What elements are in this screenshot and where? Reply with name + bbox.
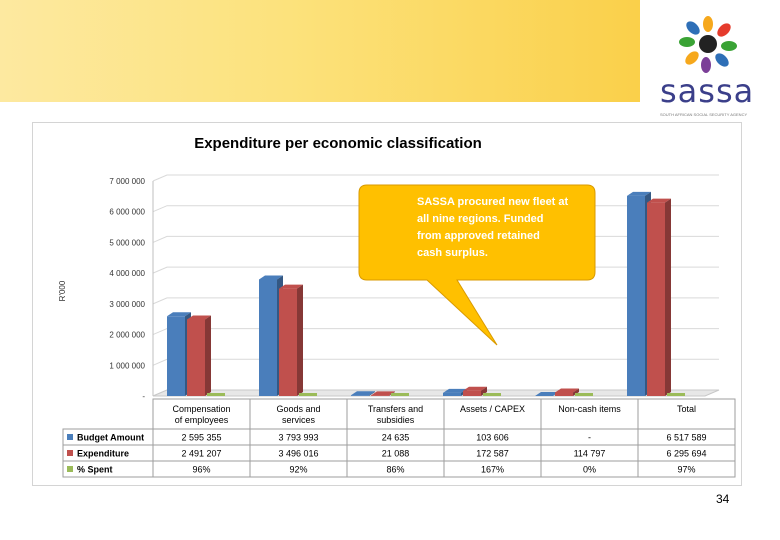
chart-title: Expenditure per economic classification <box>194 135 482 152</box>
callout-bubble <box>358 184 596 346</box>
bar-expenditure-top <box>463 386 487 391</box>
table-cell-value: 103 606 <box>476 433 509 443</box>
legend-swatch <box>67 466 73 472</box>
y-tick-label: 3 000 000 <box>109 300 145 309</box>
bar-budget <box>167 316 185 396</box>
table-cell-value: 3 496 016 <box>278 449 318 459</box>
y-tick-label: - <box>142 392 145 401</box>
y-tick-label: 1 000 000 <box>109 361 145 370</box>
bar-budget-side <box>369 391 375 396</box>
bar-budget-top <box>351 391 375 396</box>
x-category-label: services <box>282 415 316 425</box>
bar-budget <box>259 279 277 396</box>
header-band <box>0 0 640 102</box>
y-tick-label: 5 000 000 <box>109 238 145 247</box>
table-cell-value: 6 295 694 <box>666 449 706 459</box>
bar-expenditure-side <box>205 315 211 396</box>
legend-swatch <box>67 434 73 440</box>
table-cell-value: 0% <box>583 465 596 475</box>
bar-expenditure-side <box>665 198 671 396</box>
bar-spent <box>575 393 593 396</box>
bar-spent <box>483 393 501 396</box>
table-cell-value: 92% <box>289 465 307 475</box>
bar-spent <box>299 393 317 396</box>
bar-budget <box>443 392 461 396</box>
table-cell-value: 86% <box>386 465 404 475</box>
gridline <box>152 174 719 182</box>
sassa-logo: sassa SOUTH AFRICAN SOCIAL SECURITY AGEN… <box>648 14 768 117</box>
x-category-label: Transfers and <box>368 404 423 414</box>
legend-label: Expenditure <box>77 449 129 459</box>
bar-budget-top <box>167 312 191 317</box>
table-cell-value: 114 797 <box>574 449 606 459</box>
bar-expenditure-side <box>481 386 487 396</box>
bar-expenditure-side <box>573 388 579 396</box>
page-number: 34 <box>716 492 730 506</box>
bar-expenditure <box>463 390 481 396</box>
callout-text: from approved retained <box>417 230 540 242</box>
table-cell-value: 167% <box>481 465 504 475</box>
callout-text: all nine regions. Funded <box>417 213 544 225</box>
gridline <box>152 297 719 305</box>
bar-expenditure <box>279 288 297 396</box>
table-cell-value: 3 793 993 <box>278 433 318 443</box>
bar-budget-top <box>259 275 283 280</box>
hands-logo-icon <box>679 16 737 73</box>
callout-text: cash surplus. <box>417 247 488 259</box>
bar-budget-top <box>443 388 467 393</box>
bar-expenditure <box>647 202 665 396</box>
bar-expenditure-top <box>371 391 395 396</box>
table-cell-value: 24 635 <box>382 433 410 443</box>
y-tick-label: 4 000 000 <box>109 269 145 278</box>
table-cell-value: 2 595 355 <box>181 433 221 443</box>
table-cell-value: 96% <box>192 465 210 475</box>
y-tick-label: 2 000 000 <box>109 331 145 340</box>
bar-budget <box>351 395 369 396</box>
bar-expenditure <box>555 392 573 396</box>
expenditure-chart: Expenditure per economic classification 7… <box>58 135 736 478</box>
bar-expenditure <box>371 395 389 396</box>
bar-expenditure-top <box>187 315 211 320</box>
x-category-label: subsidies <box>377 415 415 425</box>
table-cell-value: 6 517 589 <box>666 433 706 443</box>
table-cell-value: - <box>588 433 591 443</box>
x-category-label: Assets / CAPEX <box>460 404 525 414</box>
y-tick-label: 6 000 000 <box>109 208 145 217</box>
table-cell-value: 21 088 <box>382 449 410 459</box>
x-category-label: Total <box>677 404 696 414</box>
bar-spent <box>207 393 225 396</box>
bar-budget-top <box>627 191 651 196</box>
legend-label: Budget Amount <box>77 433 144 443</box>
bar-expenditure-top <box>279 284 303 289</box>
bar-expenditure-top <box>647 198 671 203</box>
bar-spent <box>391 393 409 396</box>
legend-swatch <box>67 450 73 456</box>
table-cell-value: 172 587 <box>476 449 509 459</box>
callout-text: SASSA procured new fleet at <box>417 196 569 208</box>
y-tick-label: 7 000 000 <box>109 177 145 186</box>
bar-budget-top <box>535 392 559 396</box>
bar-spent <box>667 393 685 396</box>
logo-tagline: SOUTH AFRICAN SOCIAL SECURITY AGENCY <box>660 112 748 117</box>
x-category-label: of employees <box>175 415 229 425</box>
logo-wordmark: sassa <box>660 72 755 110</box>
bar-expenditure <box>187 319 205 396</box>
table-row <box>62 460 736 478</box>
chart-panel: Expenditure per economic classification 7… <box>32 122 742 486</box>
table-cell-value: 97% <box>677 465 695 475</box>
x-category-label: Goods and <box>276 404 320 414</box>
bar-expenditure-side <box>297 284 303 396</box>
table-cell-value: 2 491 207 <box>181 449 221 459</box>
x-category-label: Non-cash items <box>558 404 621 414</box>
x-category-label: Compensation <box>172 404 230 414</box>
y-axis-label: R'000 <box>58 280 67 301</box>
legend-label: % Spent <box>77 465 113 475</box>
bar-expenditure-top <box>555 388 579 393</box>
bar-budget <box>627 195 645 396</box>
